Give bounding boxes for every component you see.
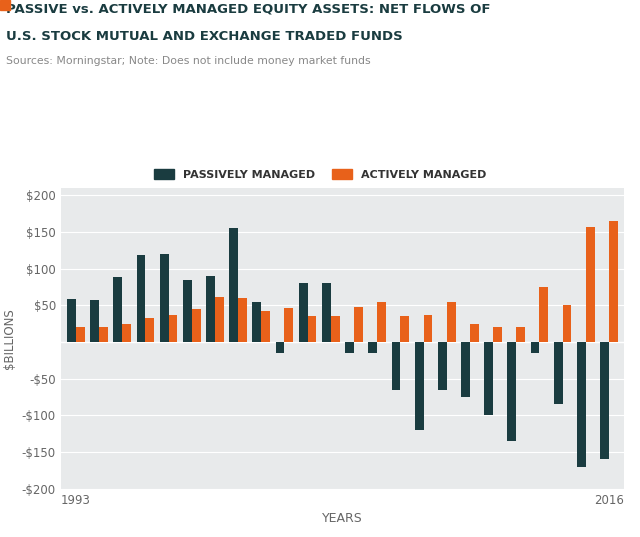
Bar [238,298,247,342]
Bar [192,309,200,342]
Y-axis label: $BILLIONS: $BILLIONS [3,308,16,369]
Bar [493,328,502,342]
Bar [540,287,548,342]
Bar [424,315,433,342]
Bar [322,284,331,342]
Bar [183,280,192,342]
Bar [160,254,168,342]
Bar [577,342,586,467]
Bar [470,324,479,342]
Bar [276,342,284,353]
Bar [331,316,340,342]
Bar [229,228,238,342]
Bar [438,342,447,390]
Bar [401,316,409,342]
Bar [145,318,154,342]
Bar [122,324,131,342]
Bar [415,342,424,430]
Bar [299,284,308,342]
Bar [284,308,293,342]
Bar [586,227,595,342]
Bar [67,300,76,342]
Bar [354,307,363,342]
Bar [461,342,470,397]
Bar [168,315,177,342]
Bar [206,276,215,342]
Text: Sources: Morningstar; Note: Does not include money market funds: Sources: Morningstar; Note: Does not inc… [6,56,371,67]
Bar [392,342,401,390]
Bar [308,316,316,342]
Bar [563,306,572,342]
Bar [377,302,386,342]
Bar [90,300,99,342]
Bar [215,296,224,342]
Bar [484,342,493,415]
Bar [508,342,516,441]
Bar [531,342,540,353]
Bar [369,342,377,353]
Bar [76,328,84,342]
Bar [99,328,108,342]
Text: U.S. STOCK MUTUAL AND EXCHANGE TRADED FUNDS: U.S. STOCK MUTUAL AND EXCHANGE TRADED FU… [6,30,403,42]
Bar [609,221,618,342]
Bar [252,302,261,342]
X-axis label: YEARS: YEARS [322,512,363,525]
Bar [113,278,122,342]
Bar [345,342,354,353]
Bar [554,342,563,404]
Text: PASSIVE vs. ACTIVELY MANAGED EQUITY ASSETS: NET FLOWS OF: PASSIVE vs. ACTIVELY MANAGED EQUITY ASSE… [6,3,491,16]
Bar [516,328,525,342]
Bar [136,256,145,342]
Legend: PASSIVELY MANAGED, ACTIVELY MANAGED: PASSIVELY MANAGED, ACTIVELY MANAGED [154,169,486,180]
Bar [447,302,456,342]
Bar [600,342,609,459]
Bar [261,311,270,342]
